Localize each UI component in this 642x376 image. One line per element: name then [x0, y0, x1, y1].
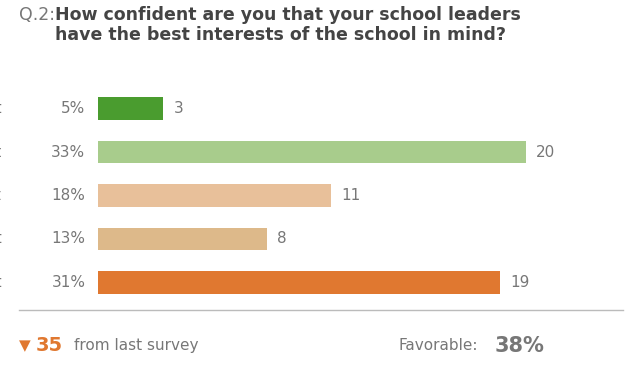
- Text: Slightly confident: Slightly confident: [0, 231, 1, 246]
- Text: Somewhat confident: Somewhat confident: [0, 188, 1, 203]
- Text: Favorable:: Favorable:: [398, 338, 478, 353]
- Bar: [98, 271, 499, 294]
- Text: 20: 20: [536, 145, 555, 160]
- Text: 11: 11: [342, 188, 361, 203]
- Text: 8: 8: [277, 231, 286, 246]
- Text: from last survey: from last survey: [74, 338, 198, 353]
- Text: 3: 3: [173, 101, 183, 116]
- Text: Not at all confident: Not at all confident: [0, 275, 1, 290]
- Bar: [98, 227, 266, 250]
- Text: 38%: 38%: [494, 336, 544, 356]
- Text: 18%: 18%: [51, 188, 85, 203]
- Text: Extremely confident: Extremely confident: [0, 101, 1, 116]
- Bar: [98, 97, 163, 120]
- Text: ▼: ▼: [19, 338, 31, 353]
- Text: Quite confident: Quite confident: [0, 145, 1, 160]
- Text: Q.2:: Q.2:: [19, 6, 61, 24]
- Text: 19: 19: [510, 275, 530, 290]
- Bar: [98, 184, 331, 207]
- Text: 33%: 33%: [51, 145, 85, 160]
- Text: 35: 35: [35, 337, 62, 355]
- Text: 31%: 31%: [51, 275, 85, 290]
- Bar: [98, 141, 526, 164]
- Text: How confident are you that your school leaders
have the best interests of the sc: How confident are you that your school l…: [55, 6, 521, 44]
- Text: 5%: 5%: [61, 101, 85, 116]
- Text: 13%: 13%: [51, 231, 85, 246]
